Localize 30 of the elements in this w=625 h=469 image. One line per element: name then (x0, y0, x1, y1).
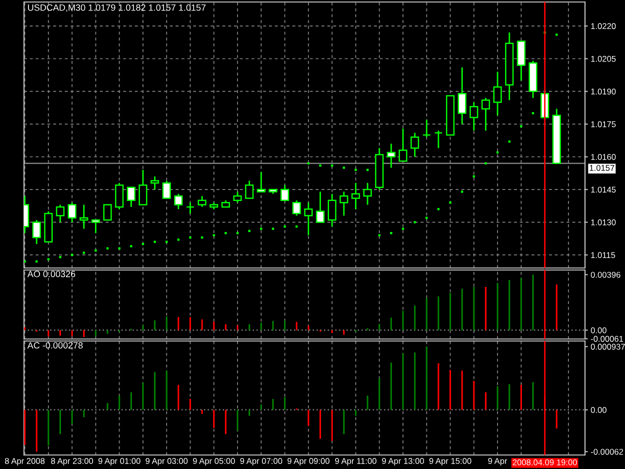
x-tick-label: 9 Apr 05:00 (192, 458, 235, 466)
ref-line-label: 1.0157 (590, 164, 614, 171)
x-tick-label: 9 Apr 03:00 (146, 458, 188, 466)
x-tick-label: 8 Apr 23:00 (51, 458, 94, 466)
x-tick-label: 9 Apr 15:00 (429, 458, 472, 466)
y-tick-label: 1.0220 (591, 23, 616, 30)
y-tick-label: 1.0160 (591, 154, 616, 160)
ref-line-label: 2008.04.09 19:00 (512, 459, 577, 466)
y-tick-label: 1.0130 (591, 219, 616, 226)
chart-title: USDCAD,M30 1.0179 1.0182 1.0157 1.0157 (28, 4, 206, 12)
y-tick-label: 0.00396 (590, 272, 620, 278)
y-tick-label: 1.0115 (591, 252, 616, 258)
x-tick-label: 9 Apr 09:00 (288, 458, 330, 466)
x-tick-label: 9 Apr (488, 458, 508, 466)
chart-title: AO 0.00326 (27, 270, 76, 278)
x-tick-label: 9 Apr 01:00 (98, 458, 140, 466)
chart-title: AC -0.000278 (27, 342, 83, 349)
y-tick-label: 0.000937 (590, 344, 625, 350)
y-tick-label: 1.0175 (591, 121, 616, 128)
y-tick-label: 1.0205 (591, 56, 616, 62)
x-tick-label: 9 Apr 13:00 (382, 458, 424, 466)
x-tick-label: 8 Apr 2008 (4, 458, 45, 466)
y-tick-label: -0.00061 (590, 336, 624, 342)
x-tick-label: 9 Apr 11:00 (335, 458, 376, 466)
y-tick-label: 0.00 (590, 407, 606, 413)
y-tick-label: -0.00062 (590, 448, 624, 455)
x-tick-label: 9 Apr 07:00 (240, 458, 282, 466)
y-tick-label: 1.0190 (591, 88, 616, 94)
y-tick-label: 1.0145 (591, 186, 616, 193)
y-tick-label: 0.00 (590, 327, 606, 334)
